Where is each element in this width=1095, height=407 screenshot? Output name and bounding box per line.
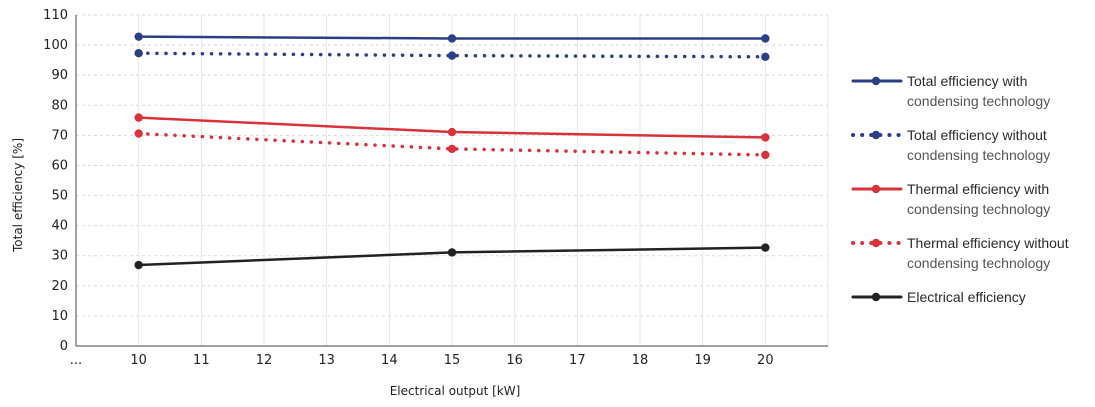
data-point [761,243,770,252]
legend-item-4: Thermal efficiency without condensing tec… [851,235,1069,271]
y-tick-label: 80 [51,98,68,113]
x-tick-label: 10 [130,353,147,368]
data-point [447,34,457,43]
data-point [134,49,143,58]
x-tick-label: 12 [256,353,273,368]
y-tick-label: 30 [51,249,68,264]
x-tick-label: 11 [193,353,210,368]
legend-swatch-marker [871,292,881,302]
y-tick-label: 40 [51,219,68,234]
series-4 [134,129,770,160]
y-tick-label: 100 [43,38,68,53]
y-tick-label: 110 [43,8,68,23]
series-5 [134,243,770,270]
y-tick-label: 20 [51,279,68,294]
y-tick-label: 60 [51,158,68,173]
x-tick-label: 13 [318,353,335,368]
y-tick-label: 70 [51,128,68,143]
x-tick-label: 17 [569,353,586,368]
y-axis-title: Total efficiency [%] [11,138,25,253]
data-point [761,133,770,142]
legend-label: Total efficiency without [907,127,1047,143]
legend-label-line2: condensing technology [907,255,1050,271]
legend-item-1: Total efficiency with condensing technolo… [851,73,1050,109]
legend-label: Electrical efficiency [907,289,1026,305]
series-2 [134,49,770,62]
legend-label: Thermal efficiency with [907,181,1049,197]
legend-label-line2: condensing technology [907,147,1050,163]
axes: 0 10 20 30 40 50 60 70 80 90 100 110... 10 11 12 13 14 15… [43,8,828,368]
series-layer [134,32,770,270]
legend: Total efficiency with condensing technolo… [851,73,1069,305]
data-point [134,113,143,122]
data-point [447,127,457,137]
legend-label-line2: condensing technology [907,93,1050,109]
series-3 [134,113,770,142]
y-tick-label: 90 [51,68,68,83]
legend-item-2: Total efficiency without condensing techn… [851,127,1050,163]
x-axis-title: Electrical output [kW] [390,384,521,398]
legend-label-line2: condensing technology [907,201,1050,217]
legend-swatch-marker [871,184,881,194]
legend-label: Thermal efficiency without [907,235,1069,251]
series-1 [134,32,770,43]
legend-swatch-marker [871,238,881,248]
x-tick-label: 20 [757,353,774,368]
legend-label: Total efficiency with [907,73,1027,89]
legend-swatch-marker [871,76,881,86]
data-point [447,51,457,60]
legend-swatch-marker [871,130,881,140]
x-tick-label: ... [70,353,82,368]
grid [76,14,829,346]
data-point [134,32,143,41]
y-tick-label: 50 [51,189,68,204]
y-tick-label: 10 [51,309,68,324]
legend-item-5: Electrical efficiency [851,289,1026,305]
x-tick-label: 18 [632,353,649,368]
x-tick-label: 16 [506,353,523,368]
data-point [761,52,770,62]
x-tick-label: 19 [694,353,711,368]
data-point [761,34,770,43]
legend-item-3: Thermal efficiency with condensing techno… [851,181,1050,217]
data-point [447,248,457,257]
data-point [447,144,457,154]
x-tick-label: 14 [381,353,398,368]
y-tick-label: 0 [60,339,68,354]
data-point [134,260,143,270]
data-point [134,129,143,138]
data-point [761,150,770,160]
x-tick-label: 15 [444,353,461,368]
